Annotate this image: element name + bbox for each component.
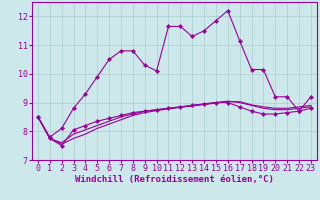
X-axis label: Windchill (Refroidissement éolien,°C): Windchill (Refroidissement éolien,°C) [75,175,274,184]
